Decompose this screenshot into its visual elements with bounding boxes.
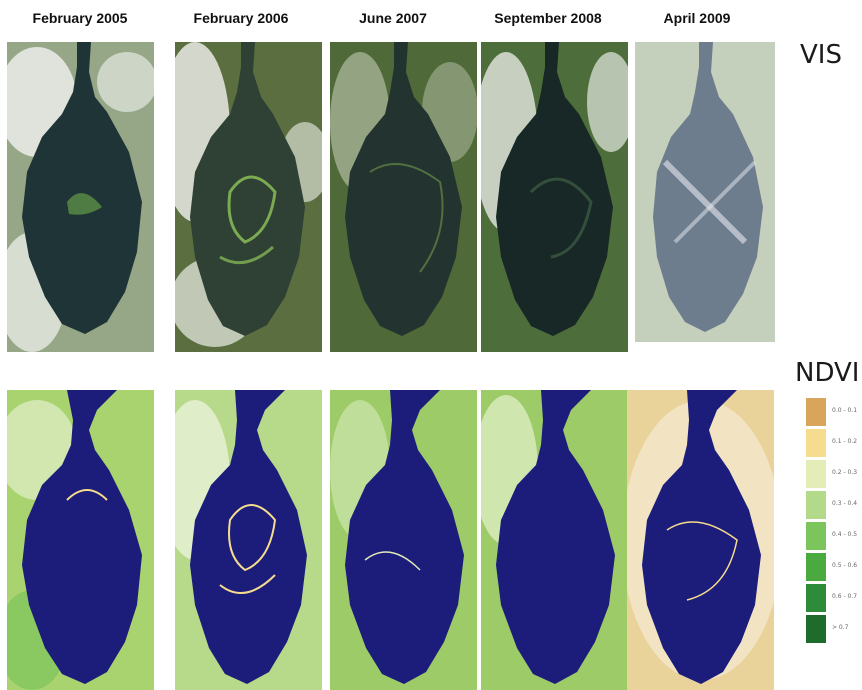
vis-image-apr-2009 xyxy=(635,42,775,342)
column-title-feb-2005: February 2005 xyxy=(32,10,128,26)
legend-swatch xyxy=(806,522,826,550)
legend-swatch xyxy=(806,491,826,519)
vis-image-sep-2008 xyxy=(481,42,628,352)
legend-swatch xyxy=(806,553,826,581)
column-title-feb-2006: February 2006 xyxy=(193,10,289,26)
ndvi-image-feb-2006 xyxy=(175,390,322,690)
row-label-ndvi: NDVI xyxy=(795,358,860,388)
legend-swatch xyxy=(806,398,826,426)
legend-label: > 0.7 xyxy=(832,624,849,631)
legend-item: 0.1 - 0.2 xyxy=(806,429,862,457)
vis-image-jun-2007 xyxy=(330,42,477,352)
column-title-jun-2007: June 2007 xyxy=(359,10,427,26)
vis-image-feb-2005 xyxy=(7,42,154,352)
legend-label: 0.1 - 0.2 xyxy=(832,438,858,445)
legend-label: 0.6 - 0.7 xyxy=(832,593,858,600)
legend-label: 0.0 - 0.1 xyxy=(832,407,858,414)
legend-item: 0.3 - 0.4 xyxy=(806,491,862,519)
column-title-apr-2009: April 2009 xyxy=(663,10,731,26)
legend-label: 0.2 - 0.3 xyxy=(832,469,858,476)
legend-item: > 0.7 xyxy=(806,615,862,643)
column-title-sep-2008: September 2008 xyxy=(494,10,602,26)
legend-item: 0.4 - 0.5 xyxy=(806,522,862,550)
ndvi-image-feb-2005 xyxy=(7,390,154,690)
vis-image-feb-2006 xyxy=(175,42,322,352)
legend-item: 0.2 - 0.3 xyxy=(806,460,862,488)
legend-swatch xyxy=(806,584,826,612)
legend-item: 0.0 - 0.1 xyxy=(806,398,862,426)
legend-label: 0.4 - 0.5 xyxy=(832,531,858,538)
legend-swatch xyxy=(806,429,826,457)
legend-swatch xyxy=(806,615,826,643)
ndvi-image-jun-2007 xyxy=(330,390,477,690)
legend-label: 0.5 - 0.6 xyxy=(832,562,858,569)
legend-label: 0.3 - 0.4 xyxy=(832,500,858,507)
legend-swatch xyxy=(806,460,826,488)
ndvi-image-apr-2009 xyxy=(627,390,774,690)
ndvi-legend: 0.0 - 0.1 0.1 - 0.2 0.2 - 0.3 0.3 - 0.4 … xyxy=(806,398,862,646)
legend-item: 0.6 - 0.7 xyxy=(806,584,862,612)
row-label-vis: VIS xyxy=(800,40,842,70)
ndvi-image-sep-2008 xyxy=(481,390,628,690)
legend-item: 0.5 - 0.6 xyxy=(806,553,862,581)
